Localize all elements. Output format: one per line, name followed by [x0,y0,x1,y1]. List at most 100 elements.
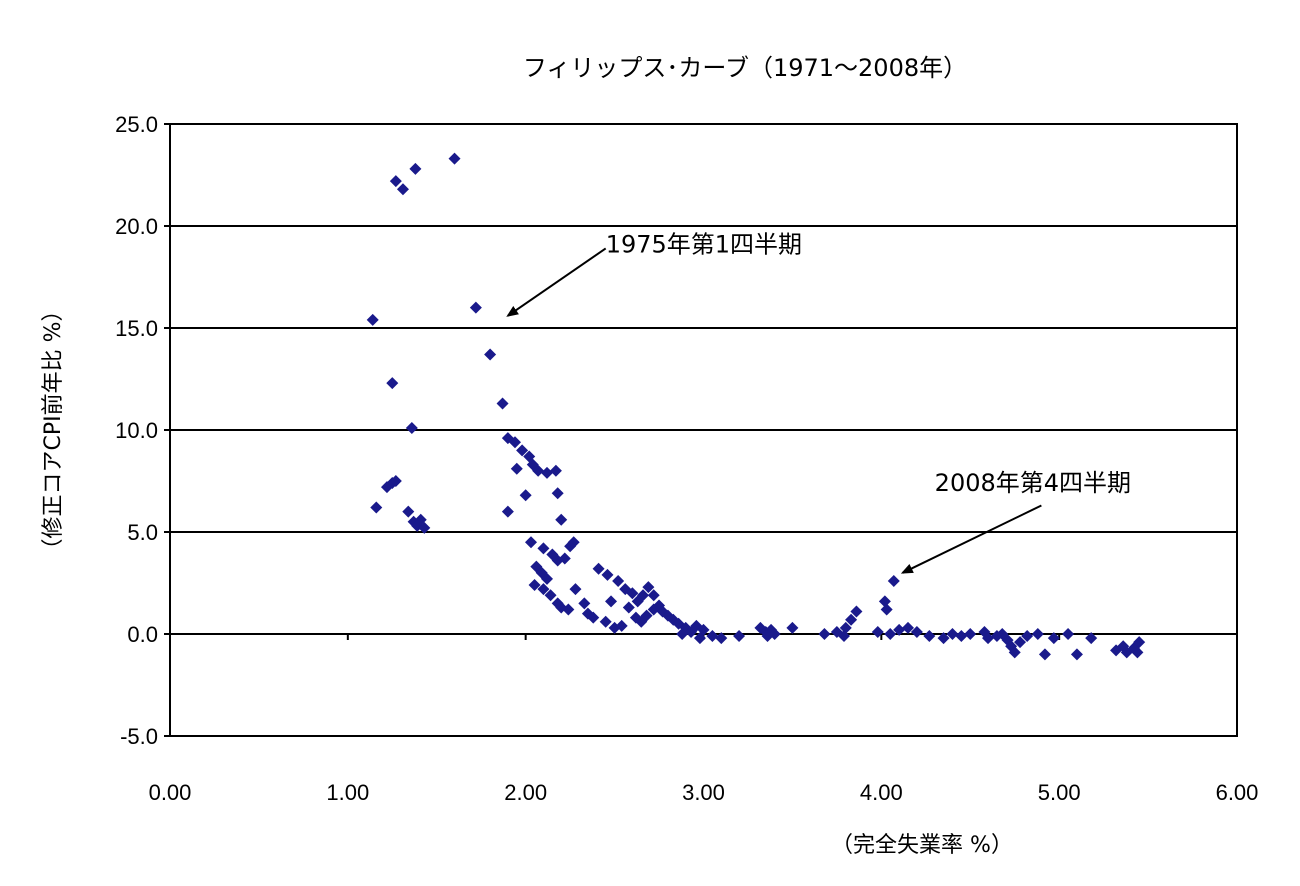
x-tick-label-6: 6.00 [1216,780,1259,805]
x-tick-label-4: 4.00 [860,780,903,805]
data-point-32 [525,536,538,549]
data-point-103 [910,625,923,638]
data-point-5 [469,301,482,314]
x-tick-label-5: 5.00 [1038,780,1081,805]
data-point-56 [626,587,639,600]
data-point-36 [558,552,571,565]
data-point-104 [923,630,936,643]
y-tick-label-6: 25.0 [115,112,158,137]
data-point-21 [516,444,529,457]
data-point-0 [389,175,402,188]
x-tick-label-0: 0.00 [149,780,192,805]
annotation-label-1: 2008年第4四半期 [935,469,1131,497]
data-point-128 [1131,646,1144,659]
data-point-92 [839,621,852,634]
data-point-116 [1014,636,1027,649]
x-axis-title: （完全失業率 %） [831,833,1013,858]
y-tick-label-5: 20.0 [115,214,158,239]
data-point-1 [396,183,409,196]
data-point-81 [676,628,689,640]
data-point-6 [484,348,497,361]
data-point-88 [761,630,774,643]
data-point-18 [414,513,427,526]
y-tick-label-0: -5.0 [120,724,158,749]
data-point-115 [1008,646,1021,659]
y-tick-label-1: 0.0 [127,622,158,647]
data-point-58 [637,589,650,602]
data-point-47 [562,603,575,616]
data-point-54 [612,574,625,587]
data-point-97 [878,595,891,608]
annotation-arrow-1 [900,504,1042,574]
data-point-117 [1021,630,1034,643]
data-point-60 [647,589,660,602]
annotations: 1975年第1四半期 2008年第4四半期 [506,231,1131,574]
x-axis-tick-labels: 0.00 1.00 2.00 3.00 4.00 5.00 6.00 [149,634,1259,805]
data-point-38 [567,536,580,549]
data-point-2 [409,162,422,175]
data-point-12 [389,475,402,487]
data-point-99 [887,574,900,587]
data-point-89 [786,621,799,634]
annotation-arrow-0 [506,247,607,317]
chart-title: フィリップス･カーブ（1971～2008年） [523,54,967,82]
data-point-110 [982,632,995,645]
data-point-33 [537,542,550,555]
data-point-62 [647,603,660,616]
data-point-93 [845,613,858,626]
data-point-118 [1031,628,1044,640]
data-point-14 [402,505,415,518]
data-point-80 [693,632,706,645]
data-point-53 [601,568,614,581]
data-point-121 [1062,628,1075,640]
data-points [366,152,1146,661]
data-point-9 [405,421,418,434]
data-point-30 [501,505,514,518]
x-tick-label-1: 1.00 [326,780,369,805]
data-point-94 [850,605,863,618]
data-point-44 [544,589,557,602]
data-point-67 [605,595,618,608]
data-point-120 [1047,632,1060,645]
data-point-24 [532,464,545,477]
data-point-83 [733,630,746,643]
data-point-100 [884,628,897,640]
data-point-51 [587,611,600,624]
data-point-49 [578,597,591,610]
data-point-106 [946,628,959,640]
data-point-105 [937,632,950,645]
data-point-123 [1085,632,1098,645]
data-point-26 [541,466,554,479]
data-point-48 [569,583,582,596]
data-point-98 [880,603,893,616]
data-point-43 [537,583,550,596]
y-tick-label-3: 10.0 [115,418,158,443]
data-point-20 [508,436,521,449]
x-tick-label-3: 3.00 [682,780,725,805]
data-point-25 [510,462,523,475]
data-point-66 [622,601,635,614]
data-point-129 [1133,636,1146,649]
data-point-79 [706,630,719,643]
data-point-70 [615,619,628,632]
data-point-4 [366,313,379,326]
data-point-107 [955,630,968,643]
data-point-65 [629,611,642,624]
data-point-13 [370,501,383,514]
data-point-96 [871,625,884,638]
data-point-68 [599,615,612,628]
data-point-82 [715,632,728,645]
data-point-19 [501,432,514,445]
data-point-101 [893,623,906,636]
data-point-119 [1038,648,1051,661]
data-point-41 [541,572,554,585]
data-point-42 [528,579,541,592]
data-point-29 [551,487,564,500]
data-point-108 [964,628,977,640]
y-axis-tick-labels: -5.0 0.0 5.0 10.0 15.0 20.0 25.0 [115,112,170,749]
y-tick-label-2: 5.0 [127,520,158,545]
data-point-52 [592,562,605,575]
data-point-27 [549,464,562,477]
annotation-label-0: 1975年第1四半期 [606,231,802,259]
